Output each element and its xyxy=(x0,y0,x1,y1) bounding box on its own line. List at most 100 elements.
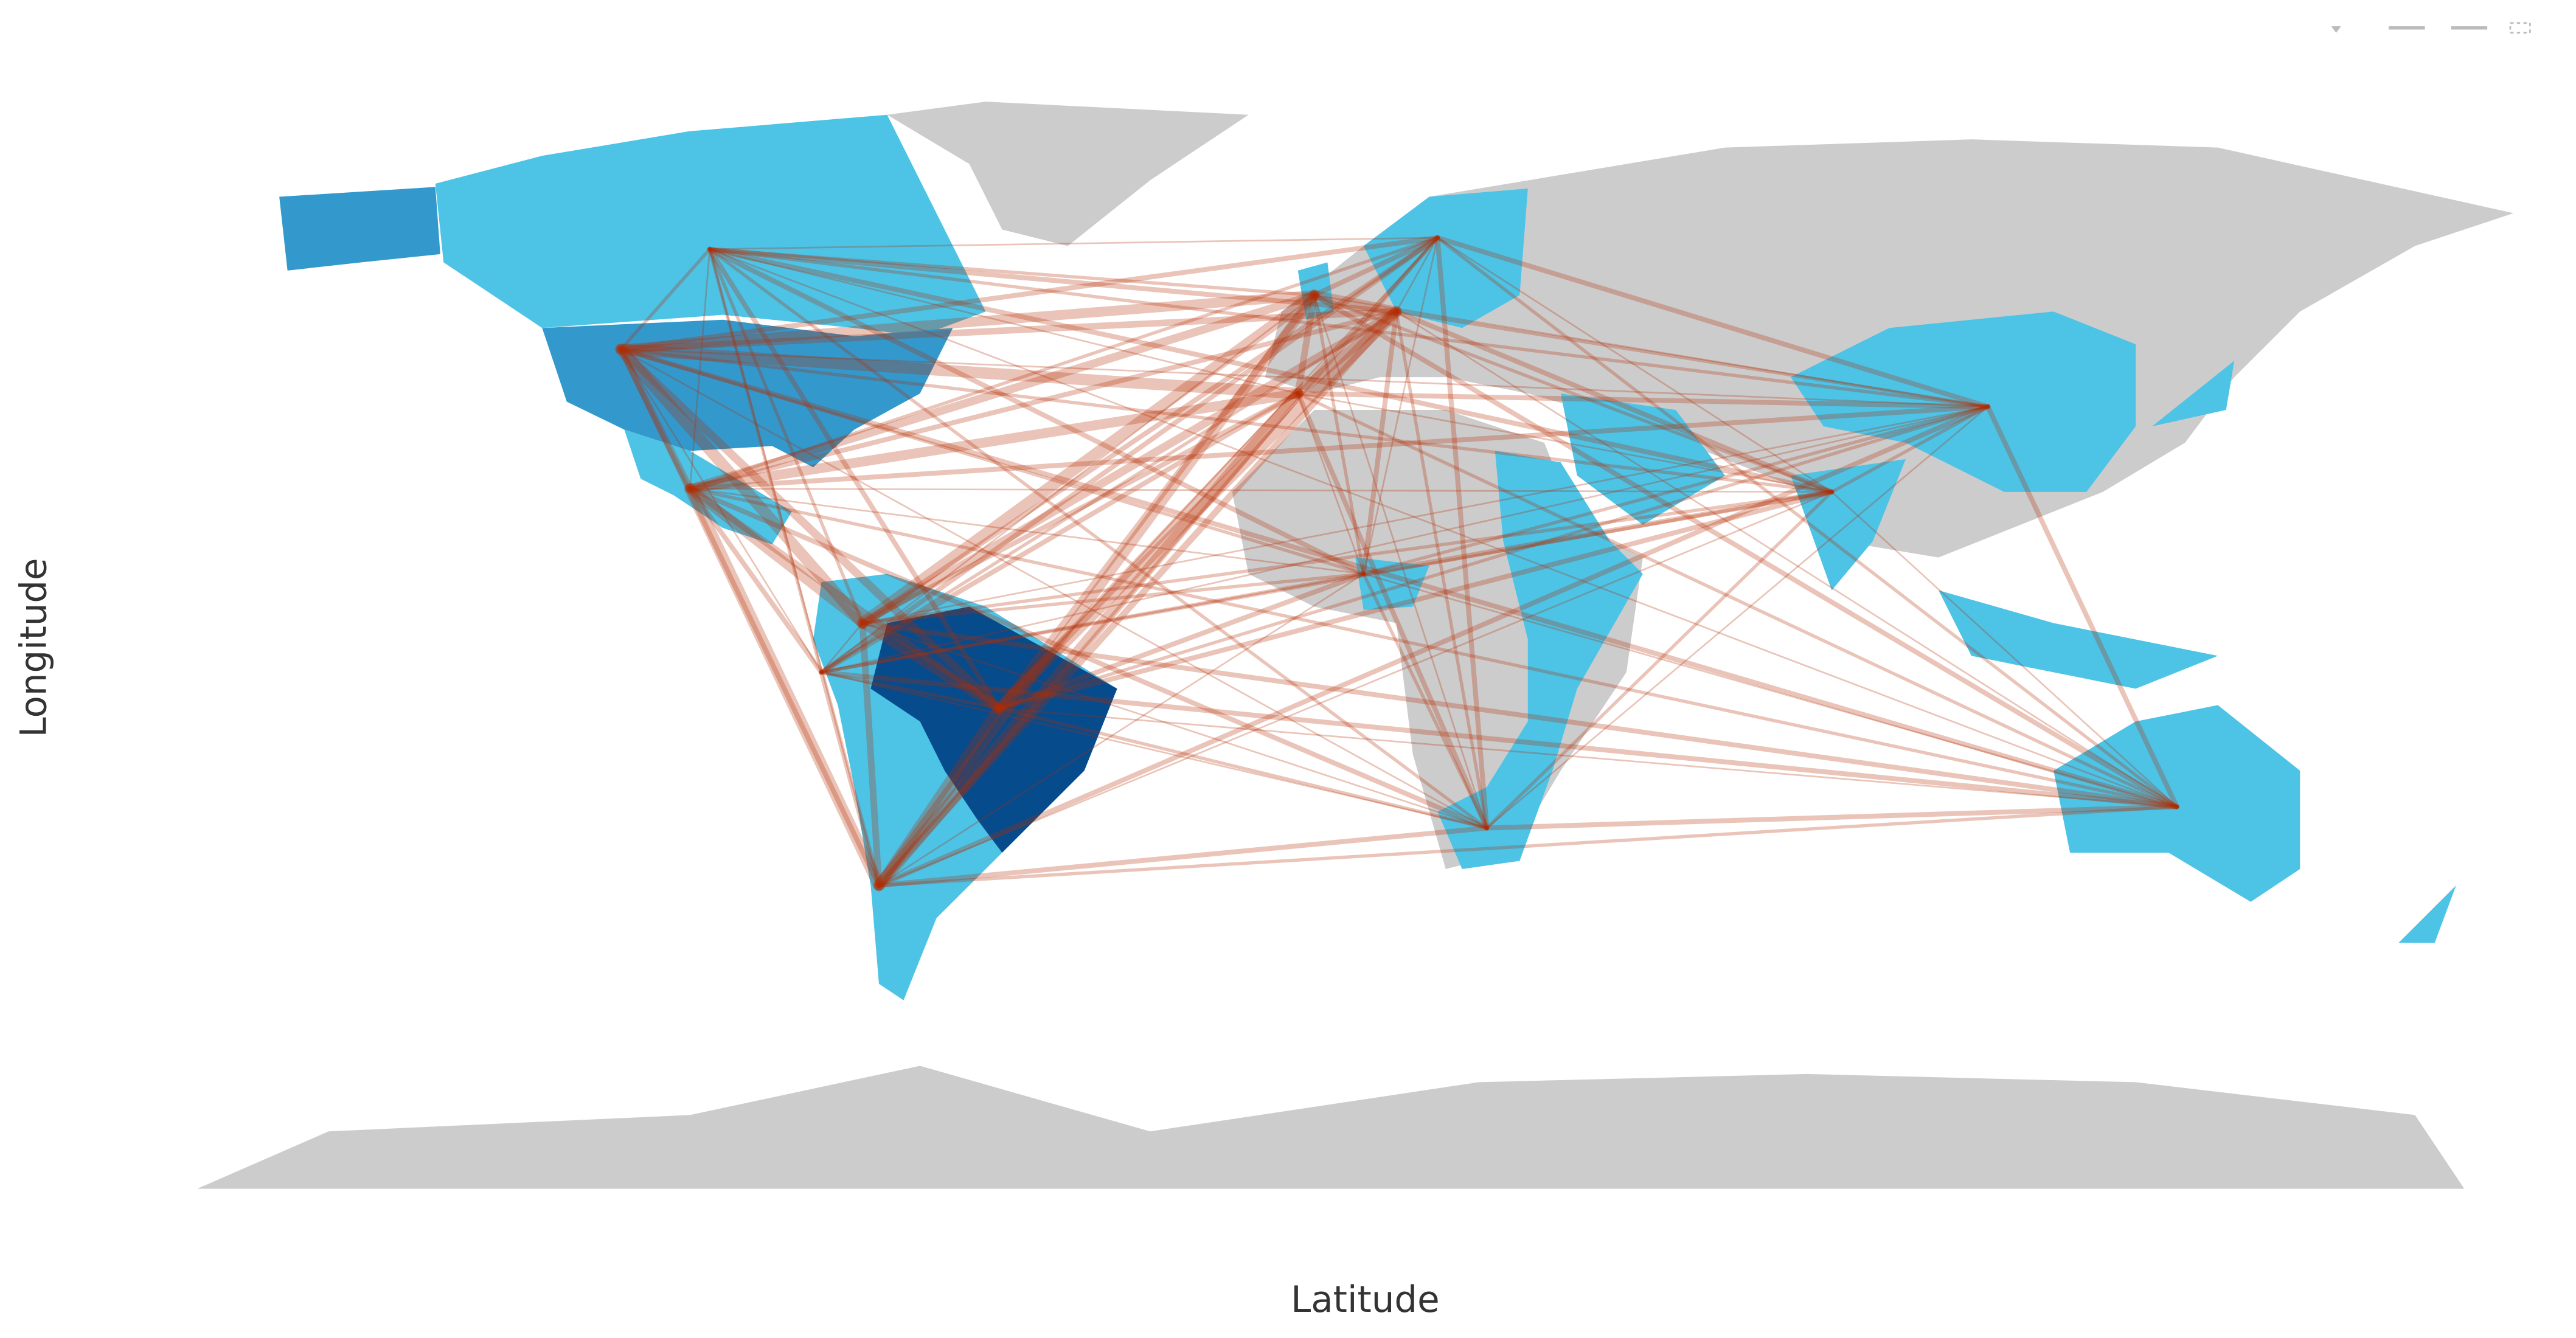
alaska xyxy=(279,187,440,271)
link-line xyxy=(821,294,1316,673)
middle-east xyxy=(1560,393,1725,525)
link-line xyxy=(858,307,1401,628)
link-line xyxy=(709,248,1299,395)
link-line xyxy=(1362,404,1990,576)
link-line xyxy=(689,488,1365,575)
link-line xyxy=(861,490,1834,625)
toolbar-icon[interactable] xyxy=(2331,26,2341,33)
link-line xyxy=(1295,391,1490,831)
link-line xyxy=(819,670,882,888)
toolbar xyxy=(2331,22,2531,34)
link-line xyxy=(876,404,1991,888)
link-line xyxy=(1485,490,1834,830)
link-line xyxy=(709,248,2178,808)
southeast-asia xyxy=(1939,590,2218,689)
link-line xyxy=(615,343,869,629)
link-line xyxy=(878,573,1365,887)
australia xyxy=(2054,705,2300,902)
toolbar-icon[interactable] xyxy=(2389,26,2425,30)
link-line xyxy=(861,572,1366,625)
link-line xyxy=(617,345,1003,713)
link-line xyxy=(1361,489,1835,577)
link-line xyxy=(1363,573,2178,808)
link-line xyxy=(709,237,1439,251)
link-line xyxy=(998,237,1439,710)
link-line xyxy=(1295,391,1991,409)
link-line xyxy=(687,486,1490,831)
toolbar-icon[interactable] xyxy=(2509,22,2531,34)
link-line xyxy=(877,805,2179,887)
link-line xyxy=(993,305,1403,715)
link-line xyxy=(619,347,1366,576)
link-line xyxy=(1311,235,1440,298)
link-line xyxy=(1313,293,1366,576)
link-line xyxy=(819,310,1398,674)
link-line xyxy=(707,246,1399,314)
link-line xyxy=(1297,392,1365,575)
link-line xyxy=(873,703,1004,890)
link-line xyxy=(618,347,882,888)
link-line xyxy=(708,248,864,625)
y-axis-label: Longitude xyxy=(13,558,55,737)
link-line xyxy=(689,248,711,490)
link-line xyxy=(1297,392,1833,493)
land xyxy=(197,102,2514,1189)
link-line xyxy=(873,387,1304,892)
link-line xyxy=(687,486,824,675)
japan xyxy=(2152,361,2235,426)
brazil xyxy=(870,606,1117,853)
link-line xyxy=(878,491,1833,887)
usa xyxy=(542,319,953,468)
link-line xyxy=(877,236,1439,887)
link-line xyxy=(859,391,1300,626)
link-line xyxy=(685,388,1303,494)
link-line xyxy=(1395,310,2178,808)
link-line xyxy=(687,309,1399,491)
link-line xyxy=(1309,290,1401,317)
link-line xyxy=(1435,235,1490,831)
link-line xyxy=(859,235,1440,626)
link-line xyxy=(821,622,864,673)
link-line xyxy=(857,618,1004,713)
link-line xyxy=(709,248,880,887)
link-line xyxy=(1985,404,2179,809)
mexico xyxy=(624,429,792,545)
link-line xyxy=(1296,236,1439,395)
link-line xyxy=(619,347,1834,494)
toolbar-icon[interactable] xyxy=(2451,26,2488,30)
link-line xyxy=(1394,309,1835,494)
link-line xyxy=(1831,491,2178,808)
link-line xyxy=(619,248,712,351)
link-line xyxy=(620,348,1989,407)
uk xyxy=(1297,262,1335,320)
link-line xyxy=(686,291,1319,493)
link-line xyxy=(996,489,1835,711)
link-line xyxy=(708,248,1316,297)
link-line xyxy=(620,348,822,673)
link-line xyxy=(1361,309,1399,577)
link-line xyxy=(821,671,1488,829)
link-line xyxy=(1485,406,1989,829)
link-line xyxy=(995,389,1302,713)
link-line xyxy=(1311,293,2179,809)
link-line xyxy=(1484,804,2179,831)
links xyxy=(615,235,2179,892)
link-line xyxy=(1293,307,1401,399)
link-line xyxy=(859,620,883,889)
link-line xyxy=(861,406,1989,624)
link-line xyxy=(819,572,1366,674)
greenland xyxy=(887,102,1249,246)
link-line xyxy=(688,236,1439,491)
link-line xyxy=(1296,392,2179,809)
link-line xyxy=(707,246,1002,711)
x-axis-label: Latitude xyxy=(1291,1278,1440,1320)
link-line xyxy=(819,490,1834,674)
link-line xyxy=(995,291,1318,712)
east-africa xyxy=(1437,451,1643,869)
link-line xyxy=(873,290,1319,890)
west-africa xyxy=(1355,557,1429,610)
link-line xyxy=(1435,235,1991,409)
link-line xyxy=(686,485,1002,712)
